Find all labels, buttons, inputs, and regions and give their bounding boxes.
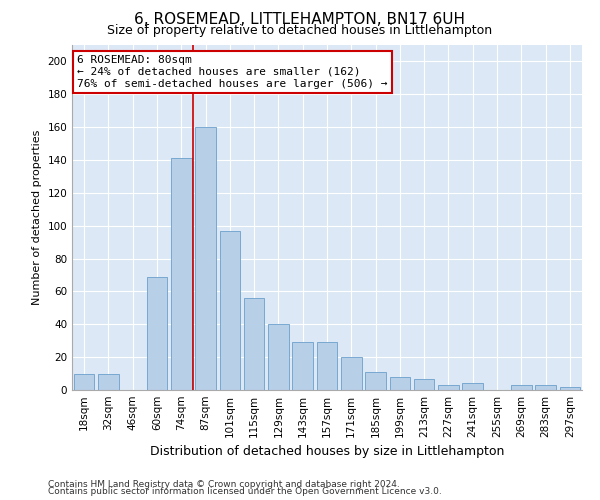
Bar (195, 127, 216, 390)
Bar (463, 384, 483, 390)
Bar (365, 372, 386, 390)
Bar (146, 276, 167, 390)
X-axis label: Distribution of detached houses by size in Littlehampton: Distribution of detached houses by size … (150, 446, 504, 458)
Bar (220, 230, 240, 390)
Bar (560, 386, 580, 390)
Bar (438, 385, 459, 390)
Bar (292, 342, 313, 390)
Bar (511, 385, 532, 390)
Y-axis label: Number of detached properties: Number of detached properties (32, 130, 42, 305)
Bar (317, 342, 337, 390)
Text: Size of property relative to detached houses in Littlehampton: Size of property relative to detached ho… (107, 24, 493, 37)
Text: Contains HM Land Registry data © Crown copyright and database right 2024.: Contains HM Land Registry data © Crown c… (48, 480, 400, 489)
Bar (535, 385, 556, 390)
Bar (74, 374, 94, 390)
Text: 6 ROSEMEAD: 80sqm
← 24% of detached houses are smaller (162)
76% of semi-detache: 6 ROSEMEAD: 80sqm ← 24% of detached hous… (77, 56, 388, 88)
Bar (171, 158, 191, 390)
Bar (98, 374, 119, 390)
Text: 6, ROSEMEAD, LITTLEHAMPTON, BN17 6UH: 6, ROSEMEAD, LITTLEHAMPTON, BN17 6UH (134, 12, 466, 28)
Bar (244, 298, 265, 390)
Bar (341, 357, 362, 390)
Text: Contains public sector information licensed under the Open Government Licence v3: Contains public sector information licen… (48, 487, 442, 496)
Bar (268, 324, 289, 390)
Bar (414, 378, 434, 390)
Bar (389, 377, 410, 390)
